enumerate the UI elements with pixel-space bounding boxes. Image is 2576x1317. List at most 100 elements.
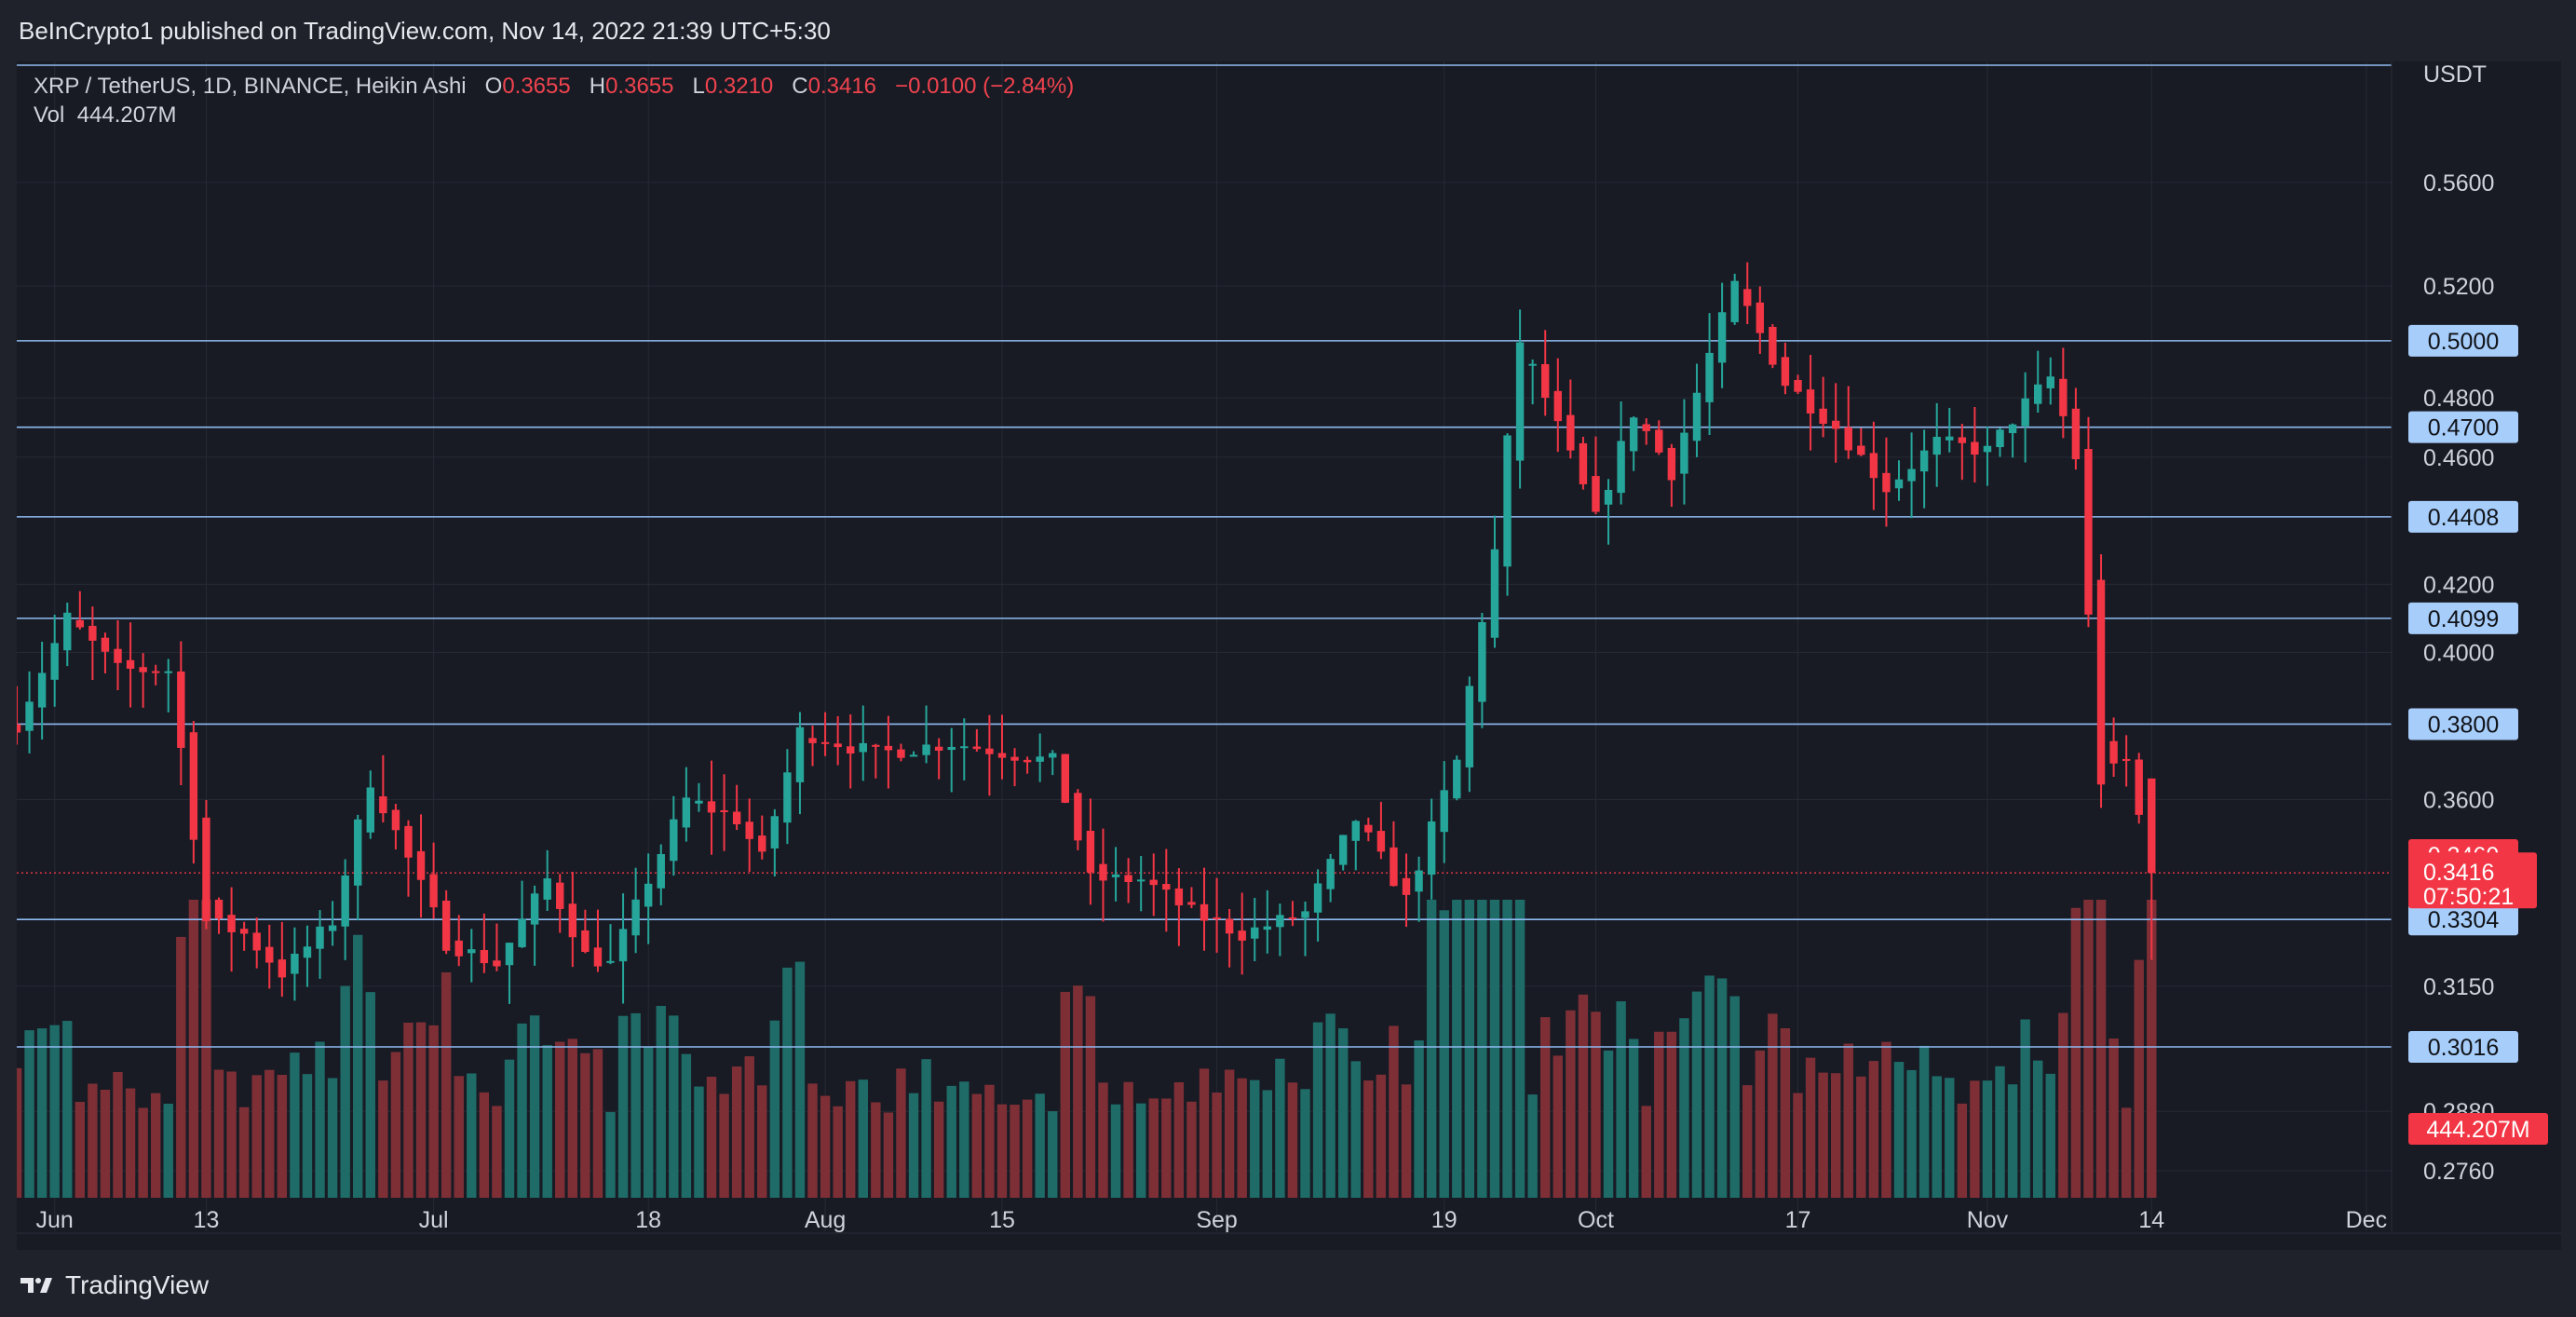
candle-body	[1288, 916, 1297, 919]
volume-bar	[1881, 1041, 1891, 1198]
candle-body	[530, 893, 539, 925]
volume-bar	[1918, 1045, 1930, 1198]
time-tick-label: Jul	[419, 1207, 449, 1233]
candle-body	[1946, 436, 1954, 441]
volume-bar	[251, 1075, 262, 1198]
volume-bar	[1768, 1013, 1778, 1198]
candle-body	[63, 612, 72, 651]
level-badge	[2408, 1031, 2518, 1064]
volume-bar	[1843, 1043, 1853, 1198]
candle-body	[164, 671, 172, 673]
volume-bar	[1691, 991, 1702, 1198]
candle-body	[441, 900, 451, 951]
volume-bar	[1704, 975, 1715, 1198]
price-axis[interactable]: USDT 0.5600 0.5200 0.4800 0.4600 0.4200 0.4000…	[2391, 61, 2548, 1231]
volume-bar	[2033, 1060, 2043, 1198]
candle-body	[1831, 420, 1840, 429]
volume-value: 444.207M	[76, 102, 177, 128]
candle-body	[1553, 390, 1562, 422]
candle-body	[1806, 389, 1815, 414]
candle-body	[1781, 357, 1790, 387]
candle-body	[720, 809, 728, 812]
volume-bar	[1161, 1098, 1172, 1198]
horizontal-levels[interactable]: 0.5000 0.4700 0.4408 0.4099 0.3800 0.3304 0.30…	[17, 64, 2518, 1064]
candle-body	[1743, 289, 1752, 306]
candle-body	[1390, 847, 1398, 887]
volume-bar	[807, 1083, 818, 1198]
level-badge	[2408, 324, 2518, 357]
volume-bar	[1237, 1078, 1247, 1198]
volume-bar	[1641, 1106, 1651, 1198]
volume-bar	[1300, 1089, 1310, 1198]
volume-bar	[1287, 1082, 1298, 1198]
candle-body	[1869, 453, 1878, 479]
volume-bar	[605, 1111, 616, 1198]
candle-body	[366, 787, 374, 833]
currency-label: USDT	[2423, 61, 2487, 88]
volume-bar	[517, 1023, 527, 1198]
volume-bar	[984, 1084, 995, 1198]
candle-body	[1074, 793, 1082, 841]
level-badge-label: 0.4700	[2428, 415, 2499, 441]
candle-body	[834, 743, 842, 748]
volume-legend[interactable]: Vol 444.207M	[34, 102, 176, 129]
time-tick-label: Aug	[805, 1207, 846, 1233]
candle-body	[1453, 759, 1461, 799]
chart-panel[interactable]: 0.5000 0.4700 0.4408 0.4099 0.3800 0.3304 0.30…	[17, 61, 2561, 1250]
volume-bar	[1477, 900, 1487, 1198]
candle-body	[1919, 450, 1929, 472]
candle-body	[1086, 831, 1095, 873]
volume-bar	[1957, 1103, 1968, 1198]
change-value: −0.0100 (−2.84%)	[895, 74, 1075, 99]
candle-body	[631, 899, 640, 936]
low-value: 0.3210	[704, 74, 774, 99]
candle-body	[189, 732, 198, 840]
footer-brand[interactable]: TradingView	[19, 1269, 209, 1302]
candle-body	[177, 671, 185, 748]
price-tick-label: 0.5200	[2423, 274, 2494, 300]
candle-body	[732, 811, 741, 824]
volume-bar	[378, 1080, 388, 1198]
candle-body	[1263, 926, 1272, 930]
candle-body	[1958, 437, 1967, 443]
volume-bar	[1489, 900, 1500, 1198]
candle-body	[2122, 758, 2131, 761]
candle-body	[1313, 883, 1322, 913]
volume-bar	[1729, 996, 1740, 1198]
volume-bar	[1540, 1017, 1551, 1198]
candle-body	[17, 724, 21, 733]
volume-bar	[24, 1030, 34, 1198]
candle-body	[581, 930, 590, 953]
candle-body	[379, 796, 387, 814]
candle-body	[1515, 342, 1525, 461]
volume-bar	[1856, 1076, 1866, 1198]
volume-bar	[163, 1103, 173, 1198]
volume-bar	[1603, 1050, 1614, 1198]
price-tick-label: 0.4000	[2423, 641, 2494, 667]
candle-body	[316, 926, 324, 949]
candle-body	[1894, 479, 1904, 489]
candle-body	[1338, 835, 1348, 865]
candle-body	[695, 800, 703, 804]
symbol-legend[interactable]: XRP / TetherUS, 1D, BINANCE, Heikin Ashi…	[34, 69, 1074, 104]
volume-bar	[1654, 1031, 1664, 1198]
candle-body	[493, 960, 501, 967]
candle-body	[1427, 821, 1436, 876]
candle-body	[1819, 408, 1827, 424]
candle-body	[682, 797, 691, 828]
volume-bar	[1932, 1076, 1942, 1198]
candle-body	[1149, 879, 1158, 886]
current-price-badge	[2408, 852, 2537, 909]
time-axis[interactable]: Jun 13 Jul 18 Aug 15 Sep 19 Oct 17 Nov 14 Dec	[17, 1207, 2561, 1234]
volume-bar	[1906, 1069, 1917, 1198]
volume-bar	[933, 1101, 944, 1198]
candle-body	[795, 726, 805, 782]
volume-bar	[2095, 900, 2107, 1198]
candle-body	[758, 835, 766, 852]
volume-bar	[2147, 900, 2157, 1198]
price-chart[interactable]: 0.5000 0.4700 0.4408 0.4099 0.3800 0.3304 0.30…	[17, 61, 2561, 1250]
candle-body	[468, 949, 476, 954]
volume-bar	[125, 1088, 136, 1198]
candle-body	[960, 746, 969, 749]
volume-bar	[213, 1069, 224, 1198]
